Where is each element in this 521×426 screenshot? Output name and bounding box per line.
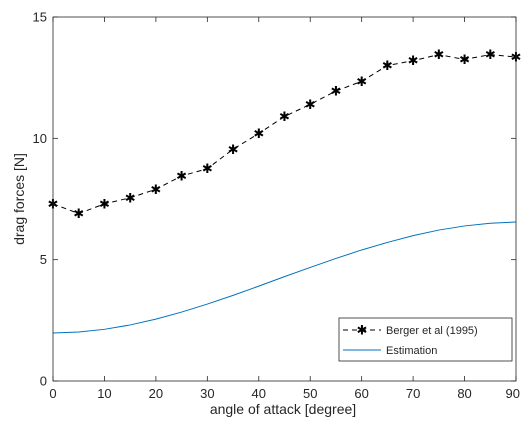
legend: ✱ Berger et al (1995) Estimation: [338, 317, 513, 362]
data-point-marker: ✱: [433, 48, 444, 63]
x-tick-label: 70: [406, 386, 420, 401]
y-tick-label: 15: [33, 10, 47, 25]
x-tick-label: 20: [149, 386, 163, 401]
data-point-marker: ✱: [99, 197, 110, 212]
x-axis-label: angle of attack [degree]: [210, 401, 356, 417]
data-point-marker: ✱: [459, 53, 470, 68]
x-tick-label: 80: [457, 386, 471, 401]
x-tick-label: 40: [252, 386, 266, 401]
data-point-marker: ✱: [125, 191, 136, 206]
legend-label-estimation: Estimation: [386, 345, 437, 357]
x-tick-label: 30: [200, 386, 214, 401]
legend-box: [338, 317, 513, 362]
data-point-marker: ✱: [176, 169, 187, 184]
data-point-marker: ✱: [73, 207, 84, 222]
data-point-marker: ✱: [202, 162, 213, 177]
x-tick-label: 0: [49, 386, 56, 401]
data-point-marker: ✱: [408, 54, 419, 69]
series-line-berger: [52, 54, 517, 215]
x-tick-label: 60: [354, 386, 368, 401]
y-tick-label: 5: [40, 252, 47, 267]
ticks-layer: 0 10 20 30 40 50 60 70 80 90 0 5 10 15: [33, 10, 520, 402]
data-point-marker: ✱: [279, 110, 290, 125]
data-point-marker: ✱: [253, 127, 264, 142]
legend-marker-berger: ✱: [357, 324, 368, 339]
y-tick-label: 0: [40, 374, 47, 389]
data-point-marker: ✱: [382, 59, 393, 74]
data-point-marker: ✱: [485, 48, 496, 63]
series-line-estimation: [52, 221, 517, 334]
x-tick-label: 10: [97, 386, 111, 401]
data-point-marker: ✱: [330, 85, 341, 100]
x-tick-label: 50: [303, 386, 317, 401]
plot-frame: [52, 16, 517, 382]
x-tick-label: 90: [506, 386, 520, 401]
data-point-marker: ✱: [150, 183, 161, 198]
y-axis-label: drag forces [N]: [11, 153, 27, 245]
data-point-marker: ✱: [356, 75, 367, 90]
legend-label-berger: Berger et al (1995): [386, 325, 478, 337]
y-tick-label: 10: [33, 131, 47, 146]
data-point-marker: ✱: [305, 98, 316, 113]
data-point-marker: ✱: [228, 143, 239, 158]
axes-layer: [52, 16, 517, 382]
